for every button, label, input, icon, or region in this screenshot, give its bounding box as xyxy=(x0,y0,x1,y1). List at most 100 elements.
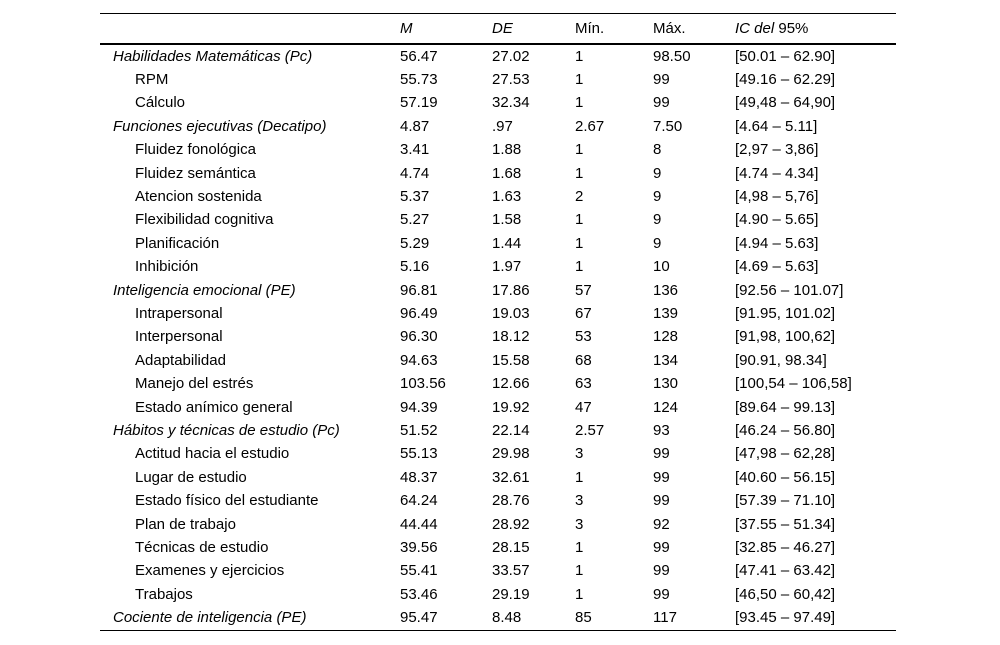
mean-value: 94.63 xyxy=(400,351,438,369)
max-value: 9 xyxy=(653,164,662,182)
ci-value: [90.91, 98.34] xyxy=(735,351,827,369)
ci-value: [57.39 – 71.10] xyxy=(735,492,836,510)
sd-value: 28.76 xyxy=(492,492,530,510)
row-label: Intrapersonal xyxy=(135,304,223,322)
max-value: 134 xyxy=(653,351,679,369)
header-mean-label: M xyxy=(400,19,413,37)
header-min: Mín. xyxy=(575,19,605,37)
ci-value: [4.64 – 5.11] xyxy=(735,117,818,135)
min-value: 1 xyxy=(575,47,584,65)
min-value: 3 xyxy=(575,492,584,510)
max-value: 136 xyxy=(653,281,679,299)
ci-value: [4,98 – 5,76] xyxy=(735,187,819,205)
row-label: Cociente de inteligencia (PE) xyxy=(113,609,307,627)
min-value: 1 xyxy=(575,141,584,159)
sd-value: 33.57 xyxy=(492,562,530,580)
row-label: Fluidez semántica xyxy=(135,164,256,182)
table-row: Adaptabilidad 94.63 15.58 68 134 [90.91, 98.3… xyxy=(100,349,896,372)
min-value: 1 xyxy=(575,258,584,276)
min-value: 2 xyxy=(575,187,584,205)
min-value: 1 xyxy=(575,562,584,580)
sd-value: 29.98 xyxy=(492,445,530,463)
row-label: Atencion sostenida xyxy=(135,187,262,205)
sd-value: 29.19 xyxy=(492,585,530,603)
max-value: 99 xyxy=(653,585,670,603)
header-variable-blank xyxy=(100,14,400,44)
max-value: 7.50 xyxy=(653,117,683,135)
max-value: 99 xyxy=(653,70,670,88)
min-value: 1 xyxy=(575,539,584,557)
sd-value: 8.48 xyxy=(492,609,522,627)
mean-value: 96.81 xyxy=(400,281,438,299)
ci-value: [50.01 – 62.90] xyxy=(735,47,836,65)
min-value: 53 xyxy=(575,328,592,346)
ci-value: [49,48 – 64,90] xyxy=(735,94,836,112)
table-row: Trabajos 53.46 29.19 1 99 [46,50 – 60,42] xyxy=(100,583,896,606)
max-value: 99 xyxy=(653,468,670,486)
mean-value: 56.47 xyxy=(400,47,438,65)
mean-value: 64.24 xyxy=(400,492,438,510)
table-row: Fluidez fonológica 3.41 1.88 1 8 [2,97 – 3,86… xyxy=(100,138,896,161)
sd-value: 1.58 xyxy=(492,211,522,229)
min-value: 68 xyxy=(575,351,592,369)
mean-value: 96.30 xyxy=(400,328,438,346)
min-value: 85 xyxy=(575,609,592,627)
min-value: 1 xyxy=(575,94,584,112)
row-label: Adaptabilidad xyxy=(135,351,226,369)
ci-value: [4.74 – 4.34] xyxy=(735,164,819,182)
ci-value: [2,97 – 3,86] xyxy=(735,141,819,159)
row-label: Inteligencia emocional (PE) xyxy=(113,281,296,299)
table-row: Atencion sostenida 5.37 1.63 2 9 [4,98 – 5,76… xyxy=(100,185,896,208)
sd-value: 32.34 xyxy=(492,94,530,112)
row-label: Interpersonal xyxy=(135,328,223,346)
table-row: Técnicas de estudio 39.56 28.15 1 99 [32.85 –… xyxy=(100,536,896,559)
max-value: 139 xyxy=(653,304,679,322)
mean-value: 96.49 xyxy=(400,304,438,322)
ci-value: [100,54 – 106,58] xyxy=(735,375,852,393)
mean-value: 5.16 xyxy=(400,258,430,276)
min-value: 3 xyxy=(575,515,584,533)
max-value: 117 xyxy=(653,609,677,627)
mean-value: 5.29 xyxy=(400,234,430,252)
max-value: 99 xyxy=(653,94,670,112)
min-value: 1 xyxy=(575,585,584,603)
ci-value: [47,98 – 62,28] xyxy=(735,445,836,463)
row-label: Plan de trabajo xyxy=(135,515,236,533)
ci-value: [91,98, 100,62] xyxy=(735,328,836,346)
ci-value: [32.85 – 46.27] xyxy=(735,539,836,557)
mean-value: 94.39 xyxy=(400,398,438,416)
sd-value: 17.86 xyxy=(492,281,530,299)
header-ci-italic: IC del xyxy=(735,19,775,37)
sd-value: 18.12 xyxy=(492,328,530,346)
row-label: Técnicas de estudio xyxy=(135,539,269,557)
max-value: 93 xyxy=(653,422,670,439)
ci-value: [4.94 – 5.63] xyxy=(735,234,819,252)
table-row: Funciones ejecutivas (Decatipo) 4.87 .97 2.… xyxy=(100,115,896,138)
max-value: 99 xyxy=(653,562,670,580)
row-label: Fluidez fonológica xyxy=(135,141,256,159)
table-row: Inteligencia emocional (PE) 96.81 17.86 57 1… xyxy=(100,279,896,302)
min-value: 1 xyxy=(575,468,584,486)
table-row: Inhibición 5.16 1.97 1 10 [4.69 – 5.63] xyxy=(100,255,896,278)
sd-value: 27.53 xyxy=(492,70,530,88)
header-sd: DE xyxy=(492,14,575,44)
max-value: 124 xyxy=(653,398,679,416)
table-row: Estado anímico general 94.39 19.92 47 124 [89… xyxy=(100,396,896,419)
table-row: Actitud hacia el estudio 55.13 29.98 3 99 [47… xyxy=(100,442,896,465)
row-label: Hábitos y técnicas de estudio (Pc) xyxy=(113,422,340,439)
table-row: Planificación 5.29 1.44 1 9 [4.94 – 5.63] xyxy=(100,232,896,255)
mean-value: 51.52 xyxy=(400,422,438,439)
ci-value: [89.64 – 99.13] xyxy=(735,398,836,416)
ci-value: [92.56 – 101.07] xyxy=(735,281,844,299)
ci-value: [46,50 – 60,42] xyxy=(735,585,836,603)
ci-value: [49.16 – 62.29] xyxy=(735,70,836,88)
min-value: 57 xyxy=(575,281,592,299)
sd-value: 15.58 xyxy=(492,351,530,369)
sd-value: 27.02 xyxy=(492,47,530,65)
header-sd-label: DE xyxy=(492,19,513,37)
row-label: Inhibición xyxy=(135,258,199,276)
min-value: 1 xyxy=(575,211,584,229)
sd-value: 28.15 xyxy=(492,539,530,557)
mean-value: 44.44 xyxy=(400,515,438,533)
